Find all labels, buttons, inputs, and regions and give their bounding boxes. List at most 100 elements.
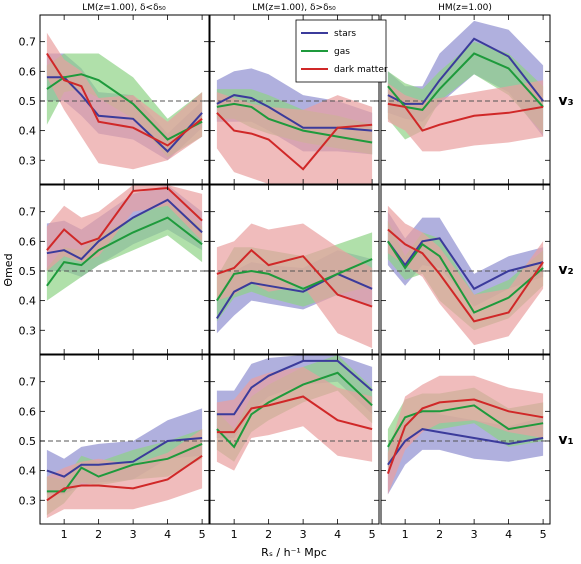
panel-border (209, 184, 380, 355)
panel-r1-c1 (40, 32, 209, 170)
panel-r2-c3 (381, 205, 550, 346)
panel-border (39, 354, 210, 525)
x-tick-label: 5 (199, 528, 206, 541)
panel-frame-r1-c3 (380, 14, 551, 185)
line-stars (387, 428, 544, 466)
panel-frame-r3-c1: 1 2 3 4 5 0.3 0.4 0.5 0.6 0.7 (19, 354, 210, 541)
row-label-v3: v₃ (558, 93, 573, 109)
panel-plot-area (210, 223, 379, 349)
x-tick-label: 5 (369, 528, 376, 541)
row-label-v1: v₁ (558, 432, 573, 448)
line-stars (216, 359, 373, 416)
panel-frame-r1-c1: 0.3 0.4 0.5 0.6 0.7 (19, 14, 210, 185)
y-axis-label: Θmed (2, 253, 15, 286)
panel-r2-c1 (40, 185, 209, 301)
x-tick-label: 4 (334, 528, 341, 541)
x-tick-label: 4 (164, 528, 171, 541)
x-tick-label: 1 (231, 528, 238, 541)
band-dark-matter (46, 429, 203, 519)
panel-frame-r2-c2 (209, 184, 380, 355)
y-tick-label: 0.4 (19, 465, 37, 478)
panel-border (209, 354, 380, 525)
y-tick-label: 0.7 (19, 376, 37, 389)
line-dark-matter (216, 248, 373, 308)
panel-plot-area (40, 32, 209, 170)
band-dark-matter (46, 185, 203, 271)
panel-frame-r2-c1: 0.3 0.4 0.5 0.6 0.7 (19, 184, 210, 355)
panel-plot-area (40, 408, 209, 519)
line-stars (387, 37, 544, 105)
line-stars (46, 198, 203, 261)
x-tick-label: 4 (505, 528, 512, 541)
band-dark-matter (216, 92, 373, 184)
panel-border (39, 184, 210, 355)
column-title-3: HM(z=1.00) (438, 3, 492, 13)
x-tick-label: 1 (402, 528, 409, 541)
band-dark-matter (216, 366, 373, 471)
y-tick-label: 0.3 (19, 494, 37, 507)
band-gas (46, 202, 203, 301)
x-tick-label: 1 (61, 528, 68, 541)
panel-border (380, 184, 551, 355)
line-dark-matter (46, 52, 203, 147)
column-title-1: LM(z=1.00), δ<δ₅₀ (82, 3, 166, 13)
row-label-v2: v₂ (558, 262, 573, 278)
line-gas (387, 240, 544, 314)
panel-r3-c3 (381, 375, 550, 495)
y-tick-label: 0.6 (19, 235, 37, 248)
y-tick-label: 0.3 (19, 154, 37, 167)
legend: stars gas dark matter (295, 19, 388, 83)
panel-plot-area (40, 185, 209, 301)
panel-frame-r2-c3 (380, 184, 551, 355)
panel-r1-c2 (210, 68, 379, 184)
line-gas (216, 258, 373, 302)
x-tick-label: 3 (300, 528, 307, 541)
y-tick-label: 0.3 (19, 324, 37, 337)
panel-plot-area (381, 375, 550, 495)
y-tick-label: 0.6 (19, 65, 37, 78)
panel-border (380, 14, 551, 185)
line-gas (46, 73, 203, 141)
y-tick-label: 0.4 (19, 125, 37, 138)
x-tick-label: 3 (130, 528, 137, 541)
frames-layer: 0.30.40.50.60.70.30.40.50.60.71 2 3 4 50.30.… (19, 14, 551, 541)
legend-label-gas: gas (334, 47, 350, 57)
column-title-2: LM(z=1.00), δ>δ₅₀ (252, 3, 336, 13)
x-tick-label: 2 (436, 528, 443, 541)
legend-label-stars: stars (334, 29, 356, 39)
x-tick-label: 3 (471, 528, 478, 541)
band-gas (216, 355, 373, 462)
panel-frame-r3-c3: 1 2 3 4 5 (380, 354, 551, 541)
panel-r1-c3 (381, 20, 550, 152)
panel-border (209, 14, 380, 185)
line-dark-matter (216, 112, 373, 171)
line-gas (387, 404, 544, 448)
line-gas (216, 102, 373, 144)
y-tick-label: 0.4 (19, 295, 37, 308)
line-stars (46, 437, 203, 478)
panel-plot-area (381, 205, 550, 346)
line-dark-matter (386, 398, 544, 474)
legend-label-dark-matter: dark matter (334, 65, 388, 75)
panel-r3-c2 (210, 355, 379, 471)
panel-plot-area (210, 68, 379, 184)
panel-border (380, 354, 551, 525)
y-tick-label: 0.7 (19, 206, 37, 219)
y-tick-label: 0.6 (19, 405, 37, 418)
x-axis-label: Rₛ / h⁻¹ Mpc (261, 546, 327, 559)
y-tick-label: 0.5 (19, 435, 37, 448)
x-tick-label: 5 (540, 528, 547, 541)
x-tick-label: 2 (95, 528, 102, 541)
line-gas (216, 371, 373, 449)
line-dark-matter (216, 395, 373, 434)
panel-frame-r3-c2: 1 2 3 4 5 (209, 354, 380, 541)
panel-plot-area (381, 20, 550, 152)
panels-layer (40, 20, 550, 519)
x-tick-label: 2 (265, 528, 272, 541)
y-tick-label: 0.7 (19, 36, 37, 49)
line-dark-matter (387, 102, 544, 132)
y-tick-label: 0.5 (19, 265, 37, 278)
panel-plot-area (210, 355, 379, 471)
y-tick-label: 0.5 (19, 95, 37, 108)
